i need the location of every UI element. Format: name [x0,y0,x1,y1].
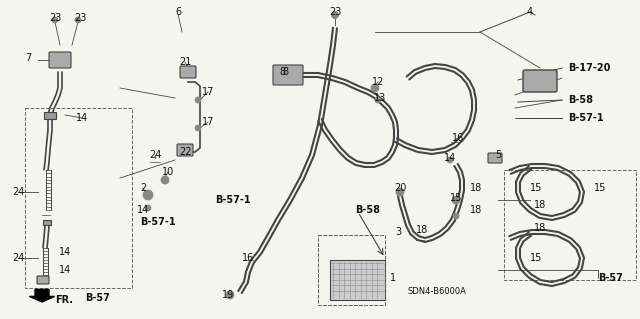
Text: 24: 24 [149,150,161,160]
Text: 22: 22 [179,147,191,157]
Text: 1: 1 [390,273,396,283]
Text: 5: 5 [495,150,501,160]
Text: 23: 23 [49,13,61,23]
Circle shape [143,190,153,200]
Bar [44,112,56,118]
Text: 15: 15 [594,183,606,193]
Text: SDN4-B6000A: SDN4-B6000A [408,287,467,296]
Circle shape [161,176,169,184]
Text: 12: 12 [372,77,384,87]
Text: 23: 23 [329,7,341,17]
Text: B-57-1: B-57-1 [568,113,604,123]
FancyBboxPatch shape [523,70,557,92]
Text: 10: 10 [162,167,174,177]
Bar [330,260,385,300]
Bar [318,235,385,305]
Text: 19: 19 [222,290,234,300]
Text: B-17-20: B-17-20 [568,63,611,73]
Text: 14: 14 [137,205,149,215]
FancyBboxPatch shape [273,65,303,85]
Text: 13: 13 [374,93,386,103]
Circle shape [371,84,379,92]
Text: 14: 14 [444,153,456,163]
Circle shape [195,97,201,103]
Bar [504,170,636,280]
Text: 15: 15 [530,183,542,193]
Text: 18: 18 [416,225,428,235]
Bar [318,235,385,305]
Text: 14: 14 [59,247,71,257]
Text: 24: 24 [12,187,24,197]
FancyBboxPatch shape [488,153,502,163]
Text: 6: 6 [175,7,181,17]
Text: 16: 16 [242,253,254,263]
Circle shape [332,11,339,19]
Text: 20: 20 [394,183,406,193]
Text: B-57: B-57 [85,293,110,303]
Circle shape [375,97,381,103]
Text: 18: 18 [470,205,482,215]
Bar [43,219,51,225]
Text: 23: 23 [74,13,86,23]
Text: 15: 15 [450,193,462,203]
Text: 18: 18 [470,183,482,193]
Circle shape [453,213,459,219]
Text: B-57: B-57 [598,273,623,283]
Text: 2: 2 [140,183,146,193]
Text: B-57-1: B-57-1 [140,217,175,227]
FancyBboxPatch shape [177,144,193,156]
Circle shape [452,196,460,204]
Circle shape [396,188,404,196]
Text: FR.: FR. [55,295,73,305]
Text: 4: 4 [527,7,533,17]
Circle shape [145,205,151,211]
Text: 24: 24 [12,253,24,263]
Circle shape [75,17,81,23]
Bar [25,108,132,288]
FancyBboxPatch shape [49,52,71,68]
Text: 17: 17 [202,117,214,127]
Text: 18: 18 [534,200,546,210]
Text: 21: 21 [179,57,191,67]
Text: 7: 7 [25,53,31,63]
Text: 3: 3 [395,227,401,237]
Text: 15: 15 [530,253,542,263]
Circle shape [52,17,58,23]
Text: 14: 14 [59,265,71,275]
FancyBboxPatch shape [180,66,196,78]
Circle shape [195,125,201,131]
Text: 8: 8 [279,67,285,77]
Text: B-58: B-58 [568,95,593,105]
Text: 16: 16 [452,133,464,143]
Text: 17: 17 [202,87,214,97]
Polygon shape [29,289,54,302]
Text: 18: 18 [534,223,546,233]
Text: 8: 8 [282,67,288,77]
Text: B-57-1: B-57-1 [215,195,251,205]
Circle shape [226,291,234,299]
Text: 14: 14 [76,113,88,123]
FancyBboxPatch shape [37,276,49,284]
Circle shape [447,157,453,163]
Text: B-58: B-58 [355,205,380,215]
